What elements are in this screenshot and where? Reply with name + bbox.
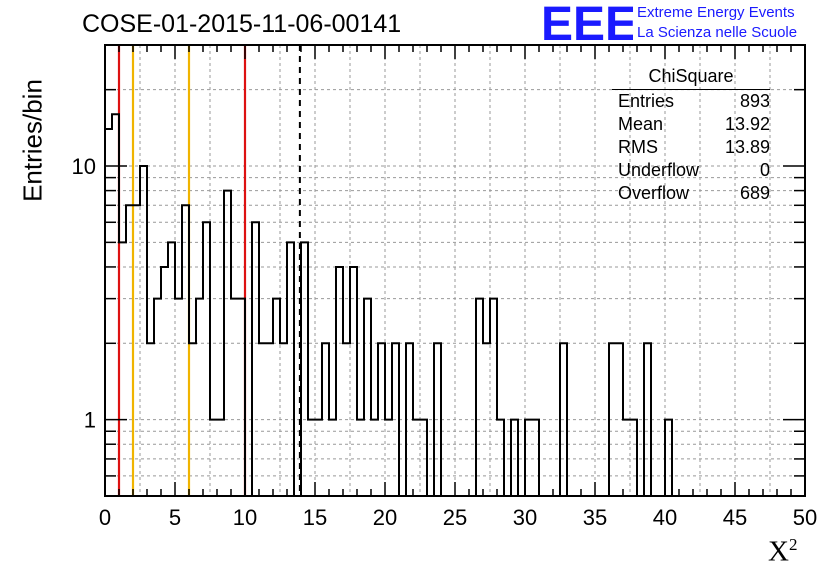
histogram-bin xyxy=(413,420,420,496)
stats-row-overflow: Overflow 689 xyxy=(612,182,778,205)
histogram-bin xyxy=(168,242,175,496)
histogram-bin xyxy=(259,343,266,496)
stats-row-rms: RMS 13.89 xyxy=(612,136,778,159)
y-tick-label: 1 xyxy=(84,408,96,433)
histogram-bin xyxy=(497,420,504,496)
histogram-bin xyxy=(357,420,364,496)
histogram-bin xyxy=(140,166,147,496)
histogram-bin xyxy=(350,267,357,496)
histogram-bin xyxy=(217,420,224,496)
histogram-bin xyxy=(371,420,378,496)
chart-title: COSE-01-2015-11-06-00141 xyxy=(82,10,402,38)
histogram-bin xyxy=(630,420,637,496)
histogram-bin xyxy=(434,343,441,496)
histogram-bin xyxy=(364,299,371,496)
histogram-bin xyxy=(483,343,490,496)
histogram-bin xyxy=(210,420,217,496)
histogram-bin xyxy=(154,299,161,496)
histogram-bin xyxy=(238,299,245,496)
x-tick-label: 40 xyxy=(653,505,677,530)
histogram-bin xyxy=(126,205,133,496)
x-tick-label: 0 xyxy=(99,505,111,530)
eee-logo: EEE xyxy=(541,2,633,44)
histogram-bin xyxy=(287,242,294,496)
x-tick-label: 20 xyxy=(373,505,397,530)
histogram-bin xyxy=(224,191,231,496)
histogram-bin xyxy=(196,299,203,496)
stats-row-underflow: Underflow 0 xyxy=(612,159,778,182)
histogram-bin xyxy=(266,343,273,496)
stats-label: Mean xyxy=(618,114,664,134)
x-tick-label: 45 xyxy=(723,505,747,530)
x-tick-label: 35 xyxy=(583,505,607,530)
histogram-bin xyxy=(105,129,112,496)
stats-row-mean: Mean 13.92 xyxy=(612,113,778,136)
histogram-bin xyxy=(343,343,350,496)
x-tick-label: 50 xyxy=(793,505,817,530)
histogram-bin xyxy=(511,420,518,496)
stats-box-name: ChiSquare xyxy=(612,66,770,90)
histogram-bin xyxy=(231,299,238,496)
histogram-bin xyxy=(133,205,140,496)
histogram-bin xyxy=(112,114,119,496)
stats-value: 0 xyxy=(759,160,770,180)
histogram-bin xyxy=(273,299,280,496)
logo-mark: EEE xyxy=(541,2,633,44)
y-tick-label: 10 xyxy=(72,154,96,179)
x-tick-label: 25 xyxy=(443,505,467,530)
x-tick-label: 5 xyxy=(169,505,181,530)
stats-value: 893 xyxy=(739,91,770,111)
histogram-bin xyxy=(392,343,399,496)
stats-value: 689 xyxy=(739,183,770,203)
histogram-bin xyxy=(644,343,651,496)
histogram-bin xyxy=(616,343,623,496)
histogram-bin xyxy=(182,205,189,496)
stats-box: ChiSquare Entries 893 Mean 13.92 RMS 13.… xyxy=(612,66,778,205)
stats-label: RMS xyxy=(618,137,658,157)
histogram-bin xyxy=(378,343,385,496)
histogram-bin xyxy=(301,242,308,496)
x-tick-label: 10 xyxy=(233,505,257,530)
histogram-bin xyxy=(406,343,413,496)
stats-label: Underflow xyxy=(618,160,700,180)
x-tick-label: 15 xyxy=(303,505,327,530)
histogram-bin xyxy=(560,343,567,496)
histogram-bin xyxy=(280,343,287,496)
histogram-bin xyxy=(147,343,154,496)
histogram-bin xyxy=(420,420,427,496)
histogram-bin xyxy=(525,420,532,496)
y-axis-label: Entries/bin xyxy=(17,79,48,202)
histogram-bin xyxy=(161,267,168,496)
histogram-bin xyxy=(119,242,126,496)
histogram-bin xyxy=(609,343,616,496)
histogram-bin xyxy=(623,420,630,496)
histogram-bin xyxy=(490,299,497,496)
stats-label: Entries xyxy=(618,91,675,111)
histogram-bin xyxy=(308,420,315,496)
stats-value: 13.89 xyxy=(724,137,770,157)
stats-row-entries: Entries 893 xyxy=(612,90,778,113)
histogram-bin xyxy=(203,222,210,496)
logo-line2: La Scienza nelle Scuole xyxy=(637,24,798,41)
stats-value: 13.92 xyxy=(724,114,770,134)
histogram-bin xyxy=(665,420,672,496)
histogram-bin xyxy=(329,420,336,496)
histogram-bin xyxy=(532,420,539,496)
histogram-bin xyxy=(175,299,182,496)
histogram-bin xyxy=(252,222,259,496)
histogram-bin xyxy=(322,343,329,496)
histogram-bin xyxy=(315,420,322,496)
histogram-bin xyxy=(336,267,343,496)
stats-label: Overflow xyxy=(618,183,690,203)
x-axis-label: X2 xyxy=(768,535,798,568)
histogram-bin xyxy=(189,343,196,496)
histogram-bin xyxy=(385,420,392,496)
histogram-bin xyxy=(476,299,483,496)
x-tick-label: 30 xyxy=(513,505,537,530)
logo-line1: Extreme Energy Events xyxy=(637,4,795,21)
